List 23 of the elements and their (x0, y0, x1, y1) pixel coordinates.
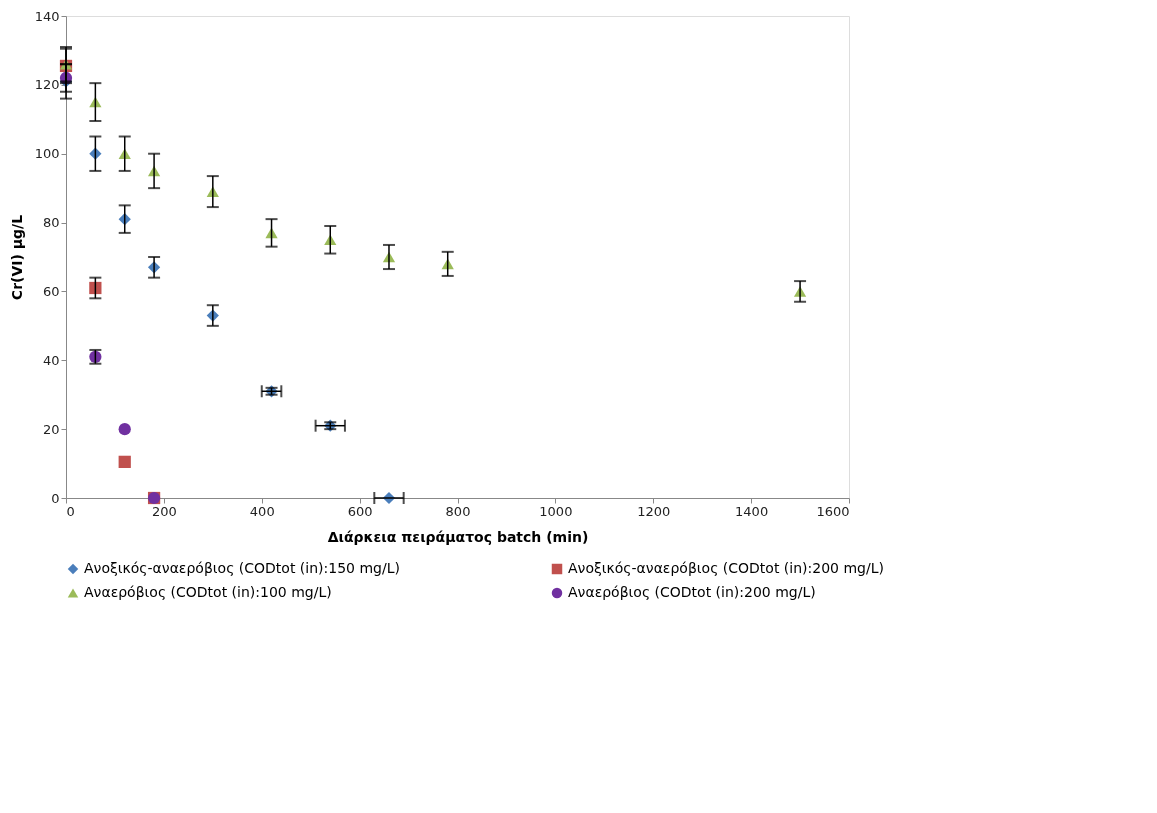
y-tick-label: 20 (42, 421, 60, 437)
x-tick-label: 1000 (539, 503, 573, 519)
legend-label: Αναερόβιος (CODtot (in):200 mg/L) (568, 584, 816, 600)
legend-label: Ανοξικός-αναερόβιος (CODtot (in):150 mg/L) (84, 560, 400, 576)
x-tick-label: 1400 (735, 503, 769, 519)
x-tick-label: 1200 (637, 503, 671, 519)
legend-label: Αναερόβιος (CODtot (in):100 mg/L) (84, 584, 332, 600)
y-axis-title: Cr(VI) μg/L (8, 214, 25, 301)
x-tick-label: 400 (249, 503, 275, 519)
y-tick-label: 100 (34, 146, 60, 162)
x-tick-label: 1600 (816, 503, 850, 519)
y-tick-label: 80 (42, 215, 60, 231)
y-tick-label: 40 (42, 352, 60, 368)
x-axis-title: Διάρκεια πειράματος batch (min) (327, 528, 589, 545)
x-tick-label: 200 (151, 503, 177, 519)
y-tick-label: 140 (34, 8, 60, 24)
y-tick-label: 0 (51, 490, 60, 506)
y-tick-label: 120 (34, 77, 60, 93)
legend-label: Ανοξικός-αναερόβιος (CODtot (in):200 mg/L) (568, 560, 884, 576)
y-tick-label: 60 (42, 283, 60, 299)
x-tick-label: 0 (66, 503, 75, 519)
x-tick-label: 800 (445, 503, 471, 519)
x-tick-label: 600 (347, 503, 373, 519)
